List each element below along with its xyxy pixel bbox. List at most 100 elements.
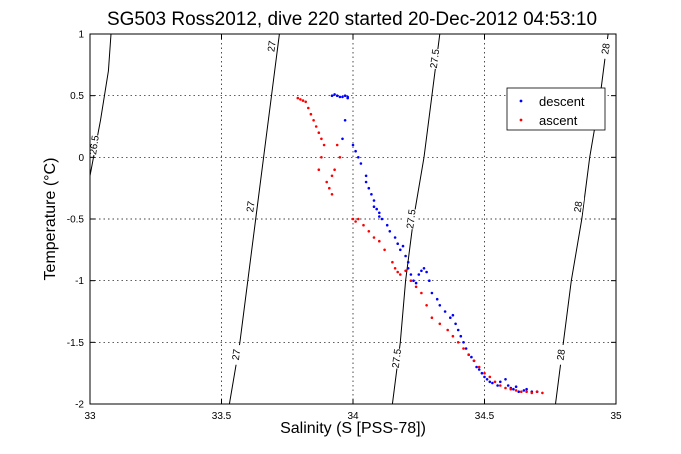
- y-tick-label: -0.5: [67, 215, 85, 226]
- descent-point: [499, 380, 502, 384]
- x-tick-label: 34.5: [475, 411, 495, 422]
- contour-label: 27: [266, 40, 278, 53]
- contour-label-group: 28: [598, 38, 613, 60]
- ascent-point: [451, 334, 455, 338]
- ascent-point: [493, 380, 497, 384]
- ascent-point: [525, 390, 528, 394]
- descent-point: [443, 310, 447, 313]
- chart-title: SG503 Ross2012, dive 220 started 20-Dec-…: [107, 9, 597, 30]
- ascent-point: [456, 341, 460, 344]
- descent-point: [343, 119, 347, 122]
- ascent-point: [430, 316, 434, 320]
- contour-label: 28: [556, 348, 569, 361]
- contour-label-group: 27: [228, 343, 243, 366]
- ascent-point: [483, 371, 486, 375]
- descent-point: [449, 316, 452, 320]
- ascent-point: [333, 168, 336, 171]
- ascent-point: [312, 119, 315, 122]
- descent-point: [406, 267, 410, 270]
- contour-label-group: 27: [264, 35, 279, 57]
- descent-point: [409, 273, 413, 276]
- descent-point: [514, 385, 518, 389]
- contour-label-bg: [403, 208, 418, 230]
- contour-label-bg: [264, 35, 278, 57]
- descent-point: [367, 186, 371, 190]
- contour-label-group: 27.5: [389, 347, 404, 369]
- descent-point: [462, 341, 465, 344]
- y-tick-label: 0.5: [70, 91, 84, 102]
- ascent-point: [367, 230, 371, 233]
- descent-point: [396, 242, 400, 245]
- ascent-point: [509, 387, 513, 391]
- ascent-point: [477, 365, 481, 369]
- descent-point: [335, 94, 339, 97]
- contour-label: 27: [245, 200, 257, 213]
- descent-point: [357, 156, 360, 159]
- descent-point: [375, 207, 379, 211]
- descent-point: [459, 334, 463, 338]
- ascent-point: [446, 328, 450, 332]
- descent-point: [399, 248, 402, 252]
- contour-label-group: 27.5: [427, 48, 442, 70]
- descent-point: [428, 279, 431, 283]
- ascent-point: [330, 193, 334, 196]
- descent-point: [372, 199, 376, 202]
- contour-label-group: 28: [553, 343, 569, 366]
- ascent-point: [535, 390, 539, 394]
- descent-point: [364, 180, 368, 184]
- descent-point: [417, 273, 421, 276]
- descent-point: [485, 378, 489, 381]
- contour-label-group: 27.5: [403, 208, 419, 230]
- ascent-point: [320, 137, 323, 141]
- y-tick-label: 0: [78, 153, 84, 164]
- y-tick-label: -1: [75, 276, 84, 287]
- descent-point: [378, 211, 381, 215]
- descent-point: [512, 387, 515, 391]
- contour-label: 27: [231, 348, 243, 361]
- descent-point: [341, 95, 344, 99]
- descent-point: [496, 384, 499, 387]
- descent-point: [364, 174, 368, 178]
- density-contours: 26.5 27 27 27 27.5 27.5 27.5 28 28 28: [86, 33, 613, 405]
- contour-label: 28: [600, 42, 613, 55]
- descent-point: [393, 236, 397, 239]
- descent-point: [406, 260, 410, 264]
- descent-point: [330, 94, 334, 97]
- descent-point: [338, 95, 342, 99]
- contour-label-group: 28: [570, 195, 586, 218]
- descent-point: [504, 378, 507, 381]
- ascent-point: [404, 269, 407, 273]
- ascent-point: [462, 347, 465, 350]
- ascent-point: [396, 270, 400, 274]
- ascent-point: [504, 386, 507, 390]
- contour-label-bg: [243, 195, 257, 218]
- ascent-point: [409, 279, 413, 283]
- descent-point: [359, 162, 363, 165]
- x-axis-label: Salinity (S [PSS-78]): [280, 420, 426, 437]
- descent-point: [425, 270, 428, 274]
- descent-point: [346, 96, 350, 100]
- contour-label-bg: [598, 38, 612, 60]
- descent-point: [401, 244, 405, 248]
- contour-label: 27.5: [391, 348, 404, 369]
- y-tick-label: 1: [78, 30, 84, 41]
- descent-point: [370, 193, 373, 196]
- descent-point: [470, 355, 473, 359]
- descent-point: [480, 371, 484, 375]
- contour-label: 28: [573, 200, 586, 213]
- contour-label-bg: [389, 347, 403, 369]
- descent-point: [420, 269, 423, 273]
- descent-point: [404, 254, 407, 258]
- descent-point: [517, 390, 520, 394]
- descent-point: [343, 94, 347, 97]
- ascent-point: [383, 248, 386, 252]
- data-points: [296, 93, 544, 395]
- ascent-point: [514, 389, 518, 392]
- ascent-point: [309, 112, 313, 116]
- legend-ascent-label: ascent: [539, 113, 578, 128]
- descent-point: [522, 389, 526, 392]
- contour-label-bg: [228, 343, 243, 366]
- descent-point: [414, 281, 418, 285]
- contour-label-group: 26.5: [86, 134, 102, 156]
- ascent-point: [304, 100, 308, 104]
